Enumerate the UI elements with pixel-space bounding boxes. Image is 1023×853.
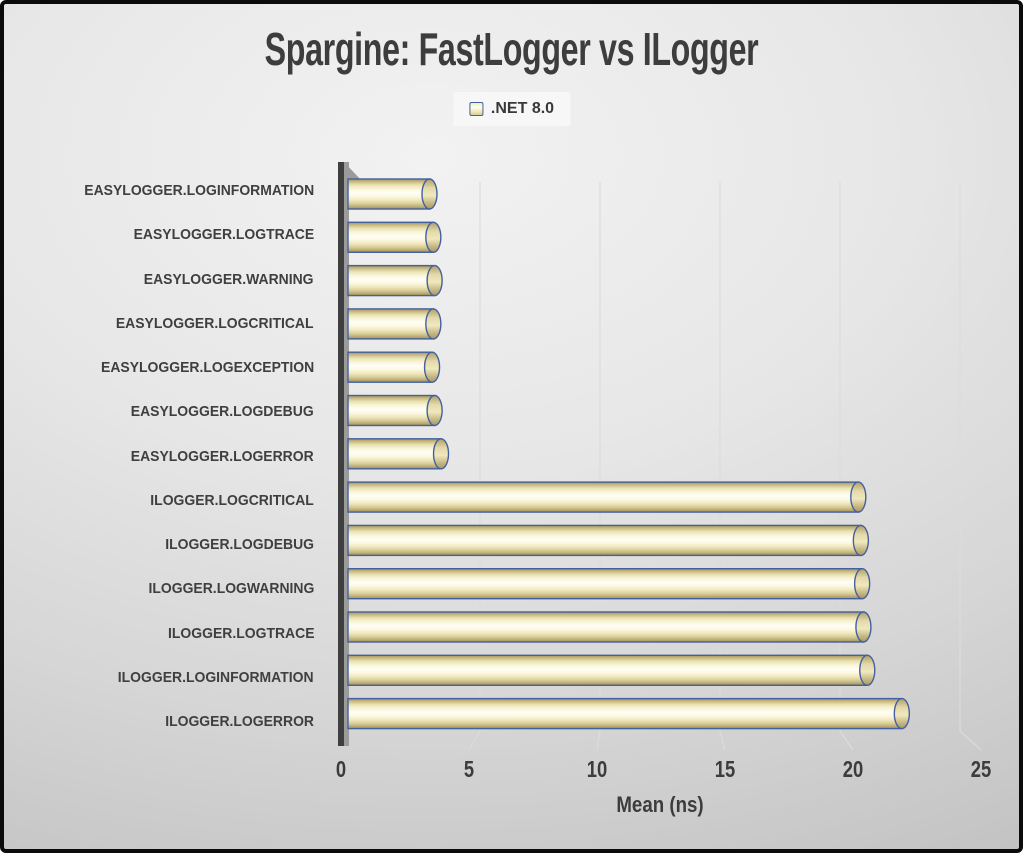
gridline-floor-segment (596, 730, 601, 751)
bar-easylogger.logtrace (347, 221, 442, 254)
plot-area (338, 162, 982, 751)
bar-easylogger.logerror (347, 438, 450, 470)
category-label: EASYLOGGER.LOGINFORMATION (84, 182, 314, 199)
gridline-floor-segment (959, 730, 982, 751)
bar-ilogger.logtrace (347, 611, 872, 643)
bar-ilogger.loginformation (347, 654, 876, 686)
bar-end-cap (855, 611, 872, 643)
category-label: ILOGGER.LOGDEBUG (165, 536, 314, 553)
category-label: EASYLOGGER.LOGEXCEPTION (100, 359, 314, 376)
category-label: EASYLOGGER.LOGTRACE (133, 226, 314, 244)
category-label: EASYLOGGER.LOGCRITICAL (116, 314, 314, 332)
bar-body (347, 221, 435, 254)
bar-body (347, 481, 859, 513)
bar-end-cap (852, 524, 870, 557)
bar-easylogger.logcritical (347, 308, 442, 340)
axis-wall-side-face (344, 162, 349, 746)
category-label: ILOGGER.LOGERROR (165, 713, 314, 730)
bar-body (347, 264, 436, 297)
legend: .NET 8.0 (452, 92, 571, 126)
gridline-floor-segment (839, 730, 854, 751)
category-label: EASYLOGGER.LOGDEBUG (131, 403, 314, 421)
bar-body (347, 568, 863, 600)
bar-end-cap (432, 438, 450, 470)
bar-end-cap (426, 394, 443, 427)
bar-ilogger.logdebug (347, 524, 870, 557)
category-label: EASYLOGGER.LOGERROR (131, 447, 314, 465)
category-label: ILOGGER.LOGWARNING (148, 580, 314, 598)
bar-body (347, 394, 436, 427)
legend-marker-icon (468, 102, 483, 116)
category-label: ILOGGER.LOGCRITICAL (150, 491, 314, 509)
bar-body (347, 438, 442, 470)
bar-end-cap (853, 568, 871, 600)
category-label: EASYLOGGER.WARNING (144, 270, 314, 288)
bar-body (347, 654, 868, 686)
chart-title: Spargine: FastLogger vs ILogger (264, 23, 759, 75)
bar-body (347, 697, 903, 730)
bar-body (347, 611, 865, 643)
bar-body (347, 178, 431, 210)
gridline-floor-segment (468, 730, 481, 751)
x-tick-label: 15 (714, 756, 736, 782)
axis-wall-front-face (338, 162, 344, 746)
bar-easylogger.logexception (347, 351, 441, 383)
bar-end-cap (425, 308, 442, 340)
bars-group (347, 178, 911, 730)
x-tick-label: 20 (842, 756, 864, 782)
bar-easylogger.warning (347, 264, 443, 297)
gridline-floor-segment (719, 730, 726, 751)
bar-end-cap (421, 178, 438, 210)
bar-end-cap (893, 697, 911, 730)
x-axis-title: Mean (ns) (616, 792, 704, 817)
legend-series-label: .NET 8.0 (490, 100, 555, 117)
bar-body (347, 351, 433, 383)
x-tick-label: 0 (335, 756, 347, 782)
category-label: ILOGGER.LOGTRACE (167, 624, 314, 642)
bar-easylogger.loginformation (347, 178, 438, 210)
bar-end-cap (850, 481, 867, 513)
bar-end-cap (423, 351, 441, 383)
bar-easylogger.logdebug (347, 394, 443, 427)
x-tick-label: 10 (586, 756, 608, 782)
x-tick-label: 25 (970, 756, 992, 782)
bar-end-cap (426, 264, 443, 297)
bar-ilogger.logcritical (347, 481, 867, 513)
bar-end-cap (859, 654, 876, 686)
bar-body (347, 308, 435, 340)
bar-ilogger.logwarning (347, 568, 871, 600)
category-label: ILOGGER.LOGINFORMATION (118, 668, 314, 686)
bar-body (347, 524, 862, 557)
bar-ilogger.logerror (347, 697, 911, 730)
x-tick-label: 5 (463, 756, 475, 782)
bar-end-cap (425, 221, 442, 254)
